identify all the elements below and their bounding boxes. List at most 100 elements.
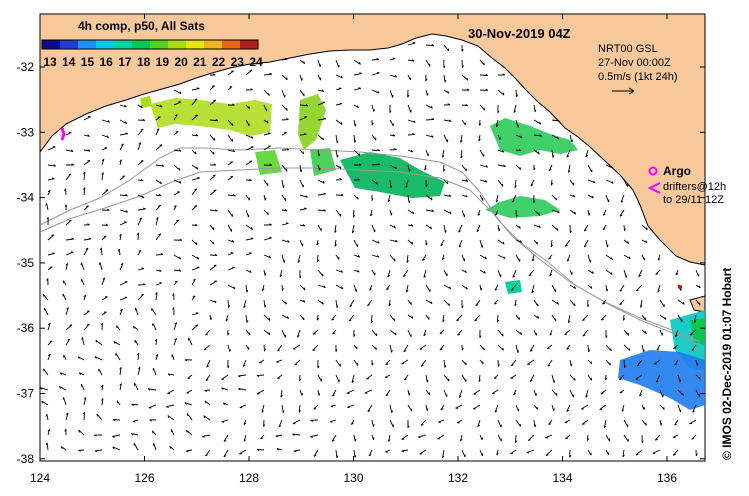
current-vector (65, 338, 71, 346)
current-vector-head (178, 149, 182, 152)
current-vector-head (610, 348, 612, 351)
current-vector-head (140, 160, 144, 162)
current-vector-head (412, 133, 415, 135)
current-vector-head (286, 108, 288, 111)
current-vector-head (605, 377, 608, 381)
current-vector-head (286, 118, 289, 120)
current-vector (389, 419, 394, 428)
current-vector-head (518, 148, 522, 152)
current-vector-head (185, 450, 189, 453)
current-vector (546, 344, 553, 349)
current-vector (371, 344, 377, 350)
current-vector-head (233, 194, 236, 197)
current-vector-head (332, 332, 336, 335)
current-vector (515, 419, 521, 427)
current-vector-head (125, 132, 128, 135)
current-vector (191, 114, 198, 121)
current-vector (166, 404, 175, 408)
current-vector (515, 404, 519, 412)
current-vector (605, 434, 610, 442)
current-vector-head (275, 435, 279, 438)
current-vector-head (340, 193, 344, 196)
current-vector (173, 114, 178, 121)
current-vector-head (336, 154, 339, 158)
current-vector (335, 134, 338, 143)
current-vector-head (627, 241, 630, 244)
current-vector-head (588, 349, 591, 353)
current-vector-head (574, 377, 576, 381)
current-vector (317, 389, 320, 396)
sst-patch-green-mid (310, 148, 336, 176)
current-vector (551, 389, 558, 396)
current-vector-head (619, 378, 622, 381)
current-vector-head (460, 438, 463, 442)
current-vector-head (353, 334, 356, 337)
current-vector (387, 194, 391, 202)
current-vector-head (606, 244, 609, 248)
current-vector-head (246, 320, 249, 323)
current-vector-head (625, 275, 628, 278)
current-vector-head (573, 286, 576, 289)
current-vector-head (316, 242, 319, 246)
current-vector (137, 160, 144, 166)
current-vector (65, 238, 74, 241)
current-vector (657, 284, 661, 293)
current-vector-head (387, 199, 391, 203)
current-vector-head (269, 223, 272, 226)
current-vector (256, 374, 265, 376)
current-vector (242, 359, 247, 367)
current-vector (209, 85, 215, 91)
current-vector (62, 293, 67, 301)
current-vector-head (233, 286, 236, 290)
current-vector (299, 164, 302, 173)
current-vector (461, 284, 468, 290)
current-vector-head (256, 375, 260, 377)
current-vector (622, 449, 625, 457)
current-vector-head (585, 155, 588, 158)
current-vector-head (392, 134, 396, 137)
current-vector-head (213, 73, 216, 76)
current-vector (510, 374, 517, 379)
current-vector-head (502, 347, 504, 351)
current-vector (603, 419, 607, 428)
current-vector (674, 419, 679, 426)
current-vector (677, 389, 684, 397)
current-vector (407, 164, 410, 172)
current-vector-head (166, 406, 169, 408)
current-vector-head (67, 338, 70, 341)
colorbar-tick: 17 (118, 55, 132, 69)
current-vector (191, 98, 198, 106)
current-vector (186, 449, 193, 452)
current-vector-head (276, 448, 279, 451)
current-vector-head (269, 236, 272, 239)
current-vector (352, 209, 355, 218)
current-vector-head (303, 287, 306, 291)
current-vector-head (323, 192, 327, 195)
current-vector-head (149, 419, 153, 422)
current-vector-head (174, 114, 178, 117)
current-vector-head (620, 200, 624, 203)
current-vector (389, 239, 398, 243)
current-vector-head (465, 103, 468, 107)
current-vector-head (268, 93, 270, 96)
current-vector (131, 403, 139, 406)
current-vector-head (395, 239, 398, 243)
current-vector (526, 449, 535, 453)
current-vector (151, 308, 157, 316)
current-vector-head (528, 439, 531, 441)
current-vector-head (317, 317, 320, 321)
current-vector-head (329, 421, 333, 423)
current-vector (533, 149, 540, 155)
current-vector-head (242, 364, 246, 367)
current-vector-head (250, 88, 253, 91)
colorbar-tick: 20 (174, 55, 188, 69)
current-vector-head (155, 354, 159, 357)
current-vector (153, 443, 157, 451)
current-vector (551, 404, 555, 411)
current-vector (404, 374, 409, 381)
current-vector (191, 278, 196, 286)
current-vector (227, 252, 234, 256)
current-vector (407, 119, 416, 123)
current-vector (155, 164, 164, 167)
current-vector (388, 434, 391, 442)
